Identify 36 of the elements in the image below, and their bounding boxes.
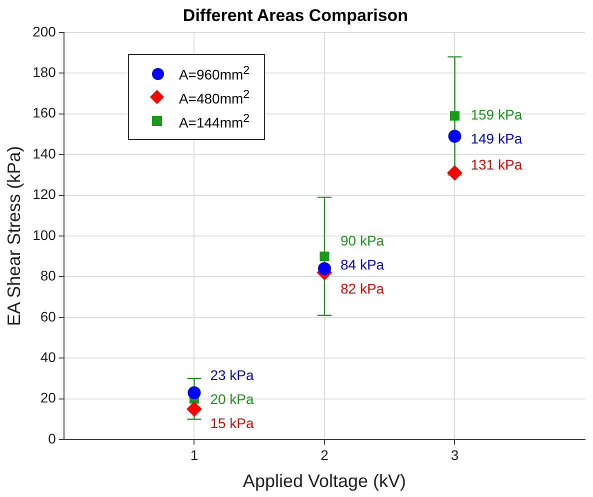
legend-label: A=144mm$^{2}$	[178, 112, 250, 131]
point	[320, 252, 330, 262]
point	[447, 165, 462, 180]
y-tick-label: 20	[40, 390, 56, 406]
x-tick-label: 3	[450, 446, 459, 463]
y-tick-label: 160	[32, 104, 56, 121]
point	[318, 262, 331, 276]
y-tick-label: 0	[48, 430, 56, 446]
data-label: 23 kPa	[210, 367, 254, 384]
y-tick-label: 100	[32, 226, 56, 243]
y-tick-label: 60	[40, 308, 56, 324]
data-label: 15 kPa	[210, 415, 254, 432]
x-tick-label: 2	[320, 446, 329, 463]
chart-title: Different Areas Comparison	[182, 6, 408, 25]
x-axis-title: Applied Voltage (kV)	[242, 471, 406, 492]
data-label: 20 kPa	[210, 391, 254, 408]
y-tick-label: 40	[40, 349, 56, 366]
x-tick-label: 1	[190, 446, 198, 463]
y-tick-label: 140	[32, 145, 56, 162]
point	[188, 386, 201, 400]
data-label: 149 kPa	[470, 130, 522, 147]
data-label: 159 kPa	[470, 106, 522, 123]
point	[448, 130, 462, 143]
data-label: 82 kPa	[340, 280, 384, 297]
data-label: 131 kPa	[470, 156, 522, 173]
data-label: 84 kPa	[340, 256, 384, 273]
legend-label: A=480mm$^{2}$	[178, 88, 250, 107]
data-label: 90 kPa	[340, 232, 384, 249]
y-tick-label: 200	[32, 23, 56, 40]
point	[450, 111, 460, 121]
y-axis-title: EA Shear Stress (kPa)	[4, 146, 24, 326]
legend-label: A=960mm$^{2}$	[178, 64, 250, 83]
point	[186, 402, 202, 417]
y-tick-label: 180	[32, 64, 56, 80]
y-tick-label: 80	[40, 268, 56, 284]
y-tick-label: 120	[32, 186, 56, 202]
